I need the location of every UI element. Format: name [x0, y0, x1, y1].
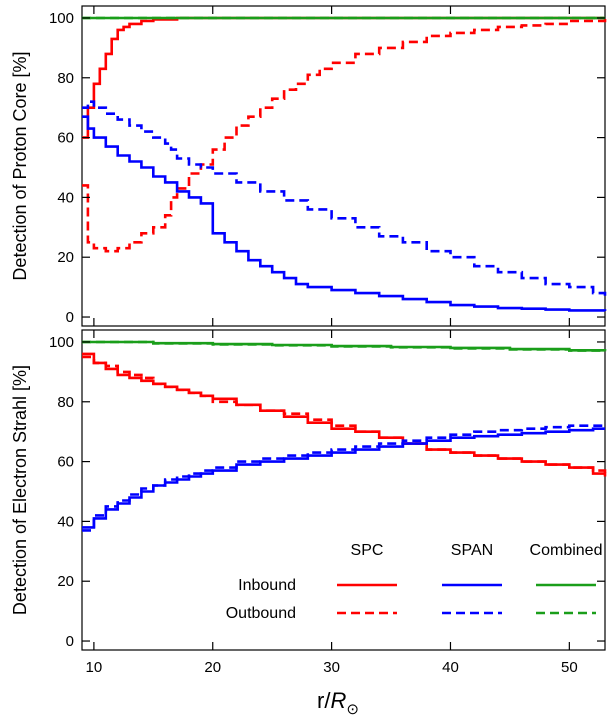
electron-strahl-y-tick-label: 80: [57, 394, 74, 411]
proton-core-y-axis-label: Detection of Proton Core [%]: [10, 51, 30, 280]
proton-core-y-tick-label: 100: [49, 10, 74, 27]
legend-column-spc: SPC: [351, 542, 384, 559]
x-tick-label: 20: [204, 659, 221, 676]
proton-core-y-tick-label: 40: [57, 189, 74, 206]
electron-strahl-span-outbound-line: [82, 424, 605, 532]
electron-strahl-plot-frame: [81, 329, 606, 651]
legend-column-combined: Combined: [530, 542, 603, 559]
x-tick-label: 30: [323, 659, 340, 676]
proton-core-series: [82, 16, 607, 312]
legend: SPC SPAN Combined Inbound Outbound: [226, 542, 603, 622]
proton-core-panel: 0 20 40 60 80 100 Detection of Proton Core [%…: [10, 5, 607, 327]
electron-strahl-spc-inbound-line: [82, 352, 607, 477]
electron-strahl-panel: 0 20 40 60 80 100 10 20 30 40 50 Detection of Elec…: [10, 329, 607, 676]
electron-strahl-combined-outbound-line: [82, 340, 607, 352]
proton-core-y-tick-label: 20: [57, 249, 74, 266]
electron-strahl-y-tick-label: 40: [57, 513, 74, 530]
electron-strahl-span-inbound-line: [82, 427, 605, 529]
proton-core-span-inbound-line: [82, 115, 607, 312]
electron-strahl-y-axis-label: Detection of Electron Strahl [%]: [10, 365, 30, 615]
proton-core-span-outbound-line: [82, 100, 607, 297]
x-tick-label: 50: [561, 659, 578, 676]
legend-row-inbound: Inbound: [238, 577, 296, 594]
electron-strahl-y-tick-label: 20: [57, 573, 74, 590]
electron-strahl-ticks: 0 20 40 60 80 100 10 20 30 40 50: [49, 330, 605, 676]
proton-core-y-tick-label: 80: [57, 70, 74, 87]
electron-strahl-y-tick-label: 60: [57, 454, 74, 471]
electron-strahl-series: [82, 340, 607, 532]
proton-core-spc-outbound-line: [82, 18, 607, 253]
proton-core-plot-frame: [81, 5, 606, 327]
electron-strahl-spc-outbound-line: [82, 355, 607, 474]
electron-strahl-y-tick-label: 0: [66, 633, 74, 650]
electron-strahl-y-tick-label: 100: [49, 334, 74, 351]
x-tick-label: 10: [86, 659, 103, 676]
proton-core-ticks: 0 20 40 60 80 100: [49, 6, 605, 326]
x-tick-label: 40: [442, 659, 459, 676]
legend-column-span: SPAN: [451, 542, 493, 559]
x-axis-label: r/R⊙: [317, 688, 359, 718]
proton-core-y-tick-label: 0: [66, 309, 74, 326]
legend-row-outbound: Outbound: [226, 605, 296, 622]
proton-core-spc-inbound-line: [82, 16, 605, 139]
proton-core-y-tick-label: 60: [57, 130, 74, 147]
